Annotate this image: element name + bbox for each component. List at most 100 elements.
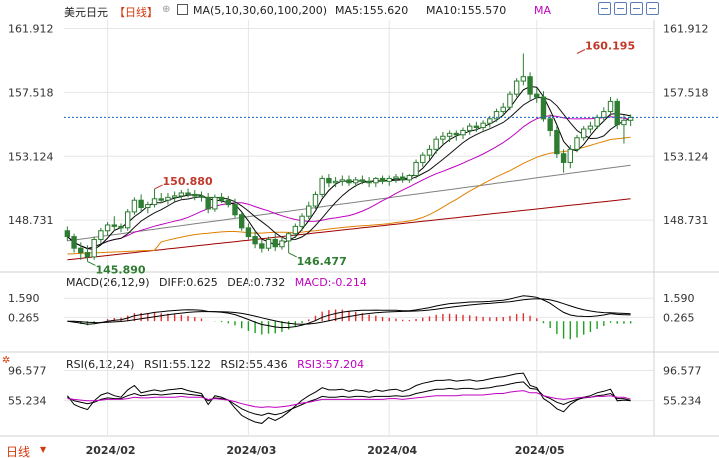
rsi-legend: RSI(6,12,24) RSI1:55.122 RSI2:55.436 RSI… [66, 358, 370, 371]
candle-body [332, 180, 339, 184]
rsi-tick-label-left: 96.577 [8, 364, 47, 377]
price-tick-label-right: 148.731 [663, 214, 709, 227]
candle-body [259, 243, 265, 249]
candle-body [426, 148, 433, 156]
candle-body [225, 199, 231, 206]
candle-body [480, 122, 486, 129]
candle-body [547, 118, 553, 131]
candle-body [272, 238, 278, 248]
extreme-pointer [87, 260, 96, 266]
rsi-settings-icon[interactable]: ✲ [2, 355, 11, 366]
candle-body [265, 238, 272, 249]
date-tick-label: 2024/04 [367, 444, 417, 457]
candle-body [353, 179, 359, 184]
rsi3-line [67, 390, 631, 408]
candle-body [554, 129, 560, 155]
low-price-label: 145.890 [95, 263, 145, 276]
candle-body [473, 125, 480, 129]
rsi2-value: RSI2:55.436 [220, 358, 288, 371]
candle-body [507, 93, 513, 108]
macd-tick-label-left: 0.265 [8, 311, 40, 324]
candle-body [178, 192, 185, 197]
candle-body [232, 204, 238, 216]
ma5-value: MA5:155.620 [335, 4, 409, 17]
footer-period-label[interactable]: 日线 [6, 445, 31, 458]
high-price-label: 150.880 [163, 175, 213, 188]
expand-icon[interactable] [598, 2, 611, 15]
candle-body [192, 193, 198, 197]
candle-body [84, 252, 91, 258]
candle-body [607, 100, 614, 113]
shrink-icon[interactable] [614, 2, 627, 15]
candle-body [198, 195, 205, 198]
price-tick-label-right: 153.124 [663, 150, 709, 163]
candle-body [212, 196, 218, 210]
ma-short-label: MA [534, 4, 552, 17]
rsi1-line [67, 372, 631, 424]
candle-body [527, 76, 533, 95]
candle-body [326, 177, 332, 184]
macd-diff-line [67, 295, 631, 329]
candle-body [165, 196, 171, 201]
candle-body [399, 176, 406, 181]
period-label[interactable]: 【日线】 [114, 6, 158, 19]
candle-body [145, 204, 151, 208]
candle-body [218, 196, 225, 201]
candle-body [91, 238, 97, 258]
settings-icon[interactable]: ⊕ [162, 4, 171, 15]
candle-body [185, 192, 191, 195]
restore-icon[interactable] [646, 2, 659, 15]
symbol-title: 美元日元 [64, 6, 108, 19]
extreme-pointer [576, 49, 586, 54]
candle-body [594, 116, 600, 127]
footer-dropdown-icon[interactable]: ▼ [40, 445, 47, 454]
macd-tick-label-right: 1.590 [663, 292, 695, 305]
candle-body [292, 225, 299, 235]
candle-body [540, 96, 547, 120]
macd-legend: MACD(26,12,9) DIFF:0.625 DEA:0.732 MACD:… [66, 276, 373, 289]
ma100-line [67, 164, 631, 242]
candle-body [621, 119, 627, 126]
candle-body [158, 198, 164, 201]
extreme-pointer [154, 184, 163, 190]
compare-icon[interactable] [630, 2, 643, 15]
extreme-pointer [288, 252, 297, 258]
ma10-line [67, 97, 631, 250]
candle-body [413, 161, 419, 177]
candle-body [306, 205, 312, 217]
candle-body [460, 129, 466, 136]
candle-body [205, 196, 211, 210]
rsi-params[interactable]: RSI(6,12,24) [66, 358, 135, 371]
candle-body [420, 154, 426, 163]
candle-body [319, 177, 325, 195]
candle-body [534, 93, 540, 98]
ma-params[interactable]: MA(5,10,30,60,100,200) [193, 4, 328, 17]
macd-diff-value: DIFF:0.625 [159, 276, 218, 289]
candle-body [78, 247, 84, 254]
candle-body [118, 225, 124, 229]
macd-tick-label-right: 0.265 [663, 311, 695, 324]
rsi1-value: RSI1:55.122 [143, 358, 212, 371]
candle-body [131, 199, 138, 213]
rsi2-line [67, 381, 631, 416]
candle-body [366, 180, 372, 184]
candle-body [171, 195, 178, 198]
date-tick-label: 2024/02 [86, 444, 136, 457]
indicator-icon[interactable] [177, 4, 188, 15]
ma10-value: MA10:155.570 [426, 4, 507, 17]
rsi-tick-label-left: 55.234 [8, 395, 47, 408]
candle-body [500, 106, 506, 113]
candle-body [239, 214, 245, 229]
candle-body [453, 132, 459, 136]
price-tick-label-left: 157.518 [8, 86, 54, 99]
candle-body [406, 175, 413, 181]
candle-body [574, 137, 580, 150]
rsi3-value: RSI3:57.204 [297, 358, 365, 371]
candle-body [138, 199, 144, 209]
price-tick-label-left: 161.912 [8, 23, 54, 36]
candle-body [359, 179, 366, 182]
candle-body [567, 148, 573, 163]
rsi-tick-label-right: 96.577 [663, 364, 702, 377]
price-tick-label-right: 161.912 [663, 23, 709, 36]
